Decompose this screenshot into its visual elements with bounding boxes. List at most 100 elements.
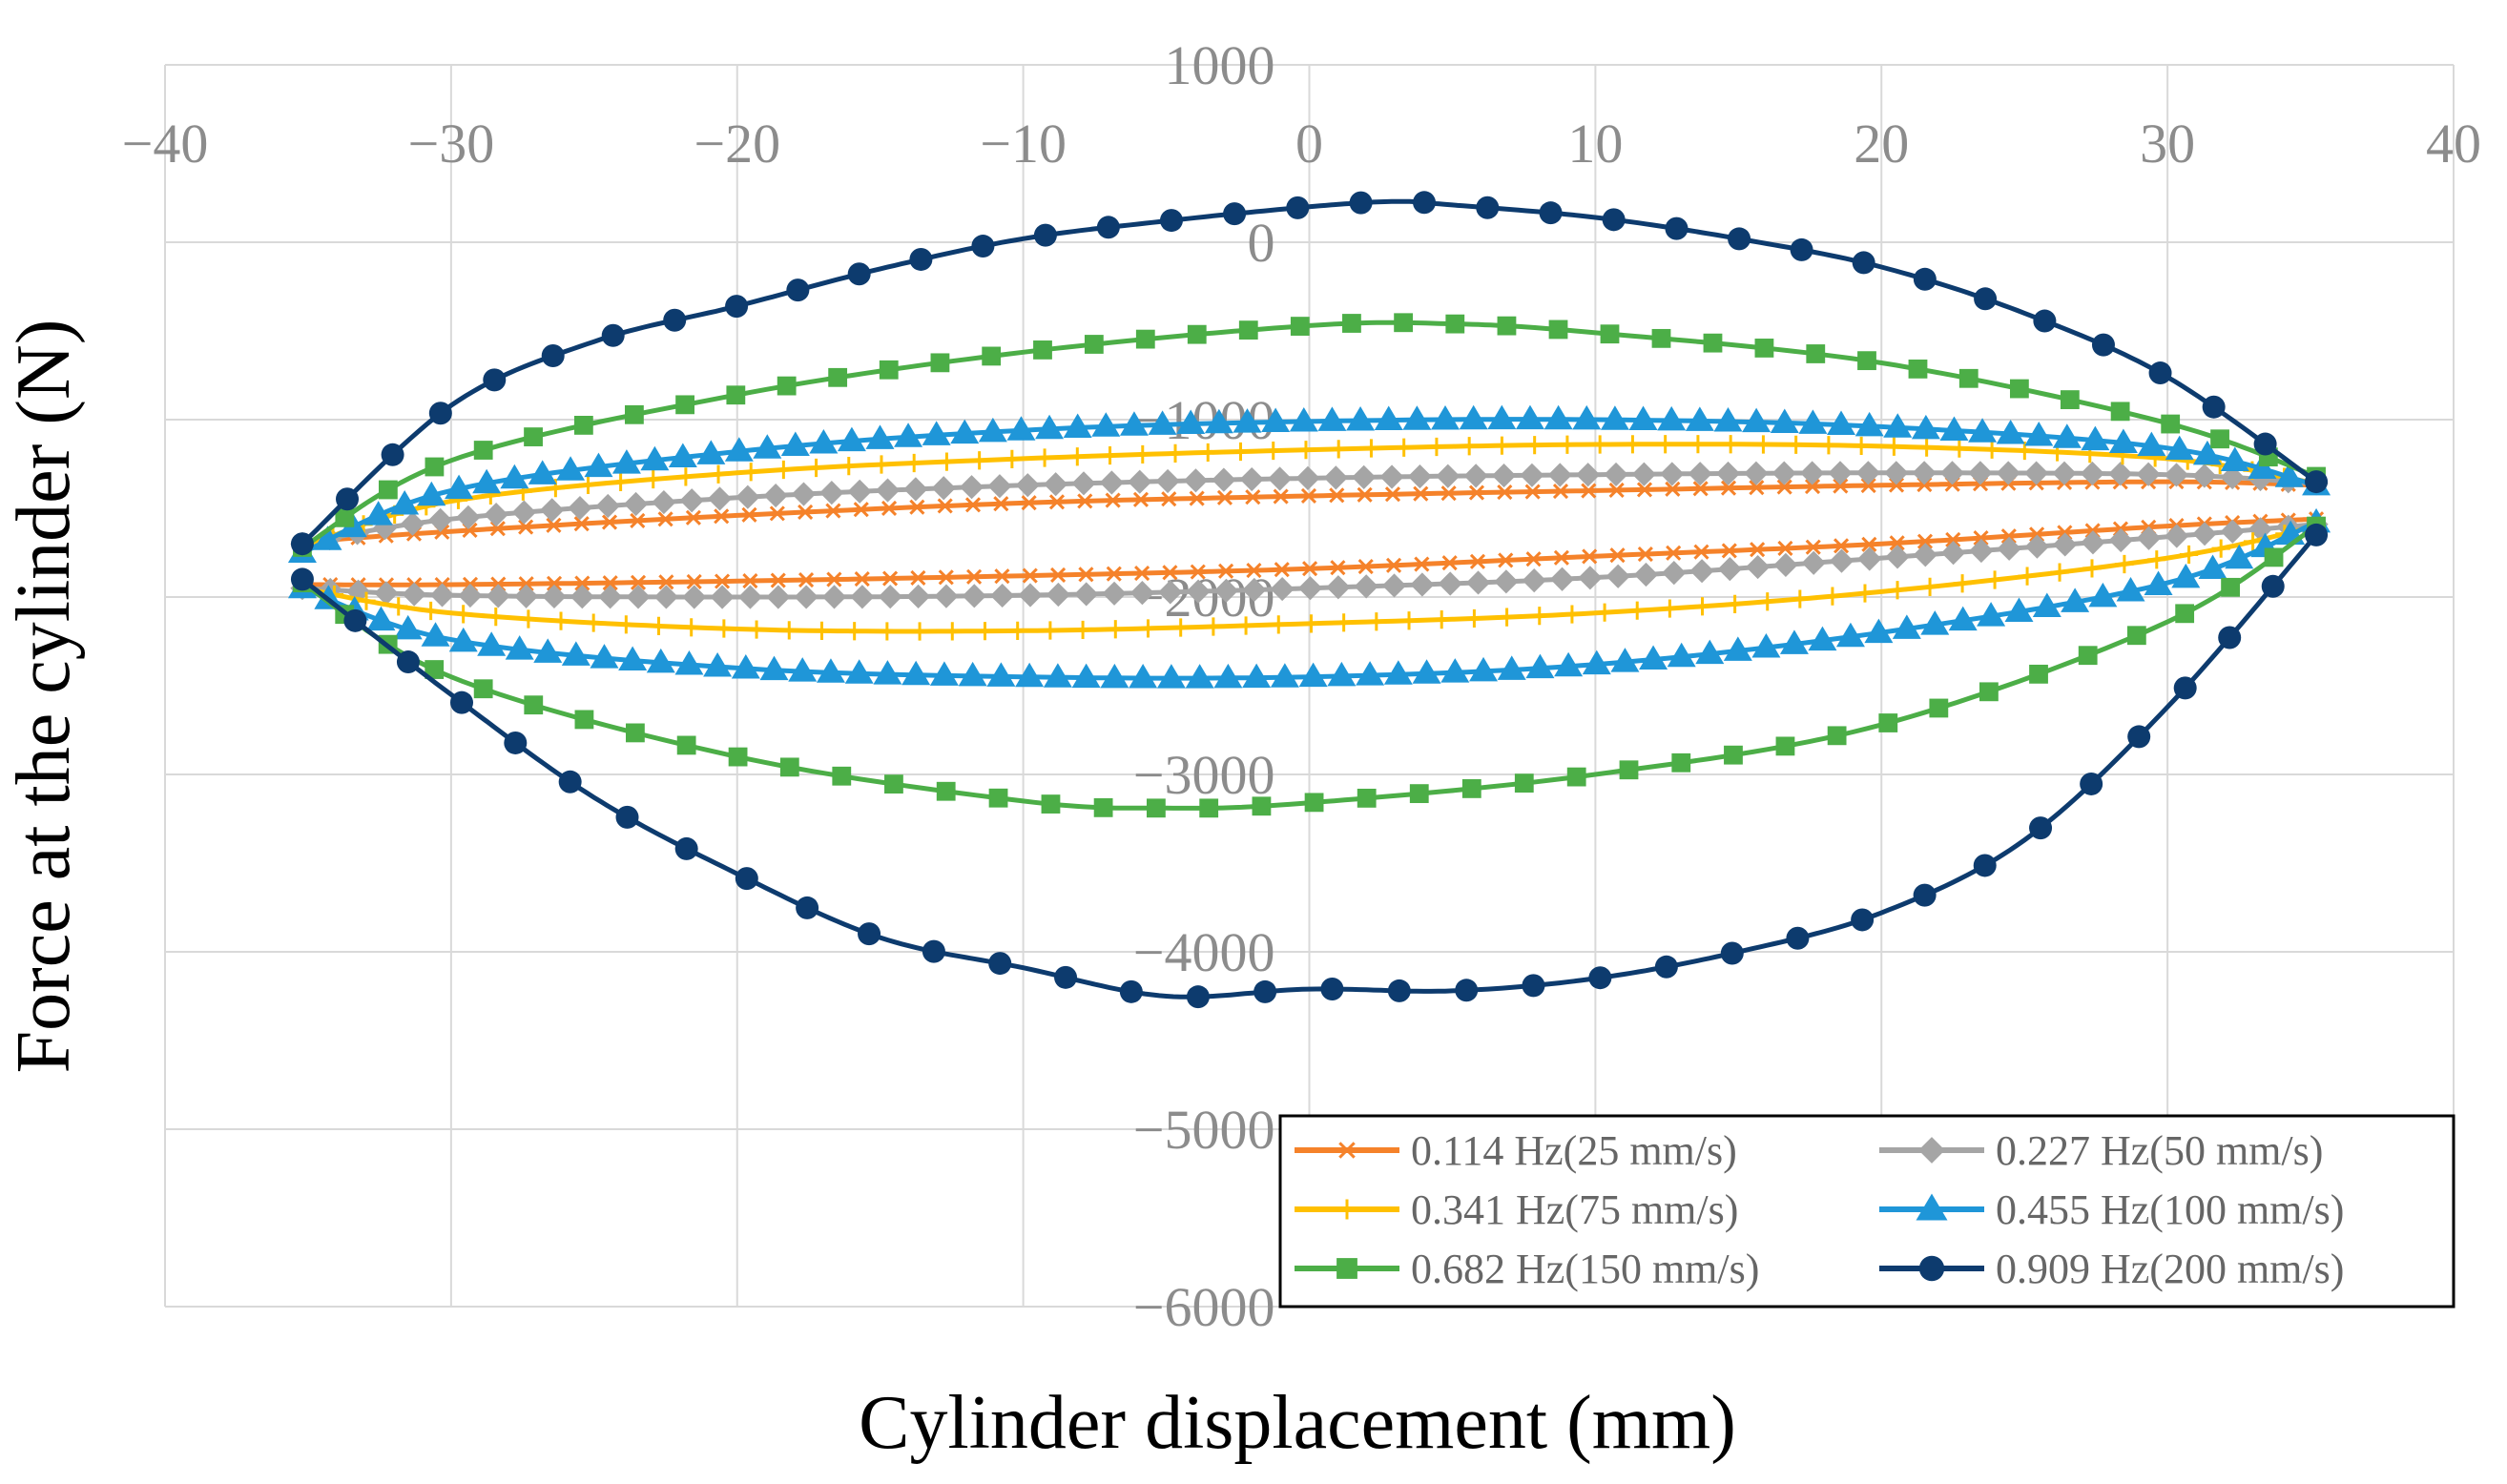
data-point — [1252, 796, 1272, 816]
legend-item: 0.114 Hz(25 mm/s) — [1295, 1127, 1737, 1174]
data-point — [1213, 663, 1243, 689]
data-point — [685, 509, 701, 526]
data-point — [2004, 597, 2034, 622]
data-point — [839, 457, 859, 476]
data-point — [524, 695, 544, 715]
data-point — [1520, 463, 1544, 487]
data-point — [1804, 478, 1821, 495]
data-point — [929, 661, 959, 686]
data-point — [1958, 368, 1979, 388]
data-point — [2179, 545, 2199, 565]
data-point — [1917, 533, 1934, 549]
data-point — [1159, 209, 1183, 233]
data-point — [1636, 482, 1653, 498]
data-point — [1929, 698, 1949, 718]
data-point — [1744, 461, 1769, 485]
data-point — [1720, 480, 1737, 496]
legend-item: 0.227 Hz(50 mm/s) — [1879, 1127, 2323, 1174]
data-point — [1006, 416, 1036, 441]
data-point — [1554, 651, 1584, 677]
data-point — [1231, 442, 1251, 462]
data-point — [1498, 552, 1514, 568]
data-point — [858, 922, 881, 946]
data-point — [1041, 794, 1061, 814]
legend-marker — [1916, 1193, 1948, 1221]
data-point — [1084, 335, 1104, 354]
data-point — [1096, 216, 1120, 239]
data-point — [1544, 404, 1573, 430]
data-point — [844, 659, 874, 684]
data-point — [1242, 663, 1272, 689]
data-point — [2082, 559, 2102, 578]
data-point — [1469, 656, 1499, 682]
data-point — [1939, 416, 1969, 441]
data-point — [1071, 471, 1096, 496]
data-point — [710, 585, 735, 609]
data-point — [904, 453, 923, 473]
data-point — [1754, 339, 1774, 358]
data-point — [1133, 444, 1152, 464]
data-point — [1721, 435, 1740, 454]
data-point — [1239, 466, 1264, 492]
data-point — [1582, 548, 1598, 565]
data-point — [1948, 606, 1978, 631]
data-point — [1379, 464, 1404, 489]
data-point — [1298, 662, 1328, 688]
data-point — [1440, 485, 1457, 502]
data-point — [472, 468, 502, 494]
data-point — [336, 487, 360, 511]
data-point — [2192, 440, 2222, 465]
data-point — [676, 735, 696, 755]
data-point — [1576, 463, 1601, 487]
data-point — [1323, 465, 1348, 490]
data-point — [1289, 406, 1318, 432]
data-point — [1855, 584, 1875, 603]
data-point — [2220, 519, 2245, 544]
data-point — [1852, 436, 1871, 456]
data-point — [290, 532, 314, 556]
data-point — [696, 440, 726, 464]
data-point — [1274, 562, 1290, 578]
data-point — [1044, 472, 1068, 497]
data-point — [1619, 760, 1639, 780]
data-point — [518, 519, 534, 535]
data-point — [1662, 561, 1687, 586]
data-point — [1600, 324, 1620, 344]
data-point — [1968, 418, 1998, 443]
data-point — [2253, 432, 2277, 456]
data-point — [1374, 405, 1403, 431]
data-point — [934, 584, 959, 608]
data-point — [1161, 491, 1177, 507]
data-point — [1979, 682, 1999, 702]
data-point — [2015, 441, 2034, 461]
data-point — [1148, 410, 1177, 435]
data-point — [652, 489, 676, 515]
data-point — [2211, 539, 2230, 558]
data-point — [1600, 405, 1629, 430]
data-point — [966, 568, 983, 585]
data-point — [1119, 411, 1149, 436]
data-point — [1945, 531, 1961, 547]
data-point — [2080, 772, 2103, 795]
data-point — [618, 646, 648, 671]
data-point — [1497, 655, 1526, 680]
data-point — [2144, 570, 2173, 595]
data-point — [1522, 568, 1546, 593]
data-point — [950, 419, 980, 444]
data-point — [1286, 196, 1310, 219]
data-point — [542, 584, 567, 609]
data-point — [345, 579, 371, 604]
y-tick-label: 0 — [1248, 212, 1275, 274]
y-tick-label: −3000 — [1133, 744, 1275, 806]
data-point — [2198, 554, 2227, 580]
data-point — [1753, 435, 1773, 454]
data-point — [788, 657, 818, 682]
data-point — [1008, 621, 1027, 640]
data-point — [1746, 554, 1771, 580]
data-point — [2173, 676, 2197, 700]
data-point — [1852, 251, 1875, 275]
data-point — [1394, 313, 1414, 333]
data-point — [1223, 202, 1247, 226]
data-point — [1464, 608, 1483, 629]
data-point — [1996, 461, 2020, 485]
